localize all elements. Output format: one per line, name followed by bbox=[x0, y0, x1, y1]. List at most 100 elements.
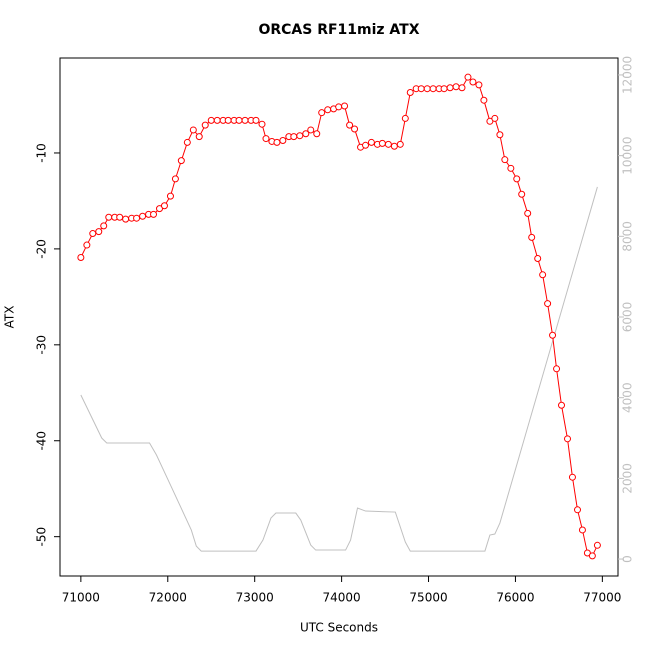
data-point bbox=[171, 175, 179, 183]
data-point bbox=[189, 126, 197, 134]
data-point bbox=[384, 140, 392, 148]
data-point bbox=[296, 132, 304, 140]
data-point bbox=[528, 233, 536, 241]
data-point bbox=[362, 141, 370, 149]
data-point bbox=[378, 139, 386, 147]
data-point bbox=[139, 212, 147, 220]
data-point bbox=[195, 133, 203, 141]
y-tick-label: -40 bbox=[35, 431, 49, 451]
y2-tick-label: 8000 bbox=[621, 221, 635, 252]
data-point bbox=[273, 138, 281, 146]
data-point bbox=[290, 133, 298, 141]
y-tick-label: -20 bbox=[35, 239, 49, 259]
x-tick-label: 74000 bbox=[323, 591, 361, 605]
data-point bbox=[150, 210, 158, 218]
data-point bbox=[518, 190, 526, 198]
x-tick-label: 72000 bbox=[149, 591, 187, 605]
data-point bbox=[578, 526, 586, 534]
data-point bbox=[588, 552, 596, 560]
data-point bbox=[213, 116, 221, 124]
data-point bbox=[396, 140, 404, 148]
data-point bbox=[367, 138, 375, 146]
data-point bbox=[406, 89, 414, 97]
data-point bbox=[568, 473, 576, 481]
x-tick-label: 73000 bbox=[236, 591, 274, 605]
data-point bbox=[341, 102, 349, 110]
data-point bbox=[446, 84, 454, 92]
data-point bbox=[100, 222, 108, 230]
y2-tick-label: 2000 bbox=[621, 463, 635, 494]
data-point bbox=[335, 103, 343, 111]
data-point bbox=[160, 202, 168, 210]
data-point bbox=[496, 131, 504, 139]
data-point bbox=[201, 121, 209, 129]
data-point bbox=[235, 116, 243, 124]
data-point bbox=[513, 175, 521, 183]
y2-tick-label: 12000 bbox=[621, 56, 635, 94]
y-tick-label: -10 bbox=[35, 143, 49, 163]
data-point bbox=[105, 213, 113, 221]
data-point bbox=[83, 241, 91, 249]
data-point bbox=[464, 73, 472, 81]
data-point bbox=[89, 230, 97, 238]
data-point bbox=[401, 114, 409, 122]
data-point bbox=[417, 85, 425, 93]
data-point bbox=[252, 116, 260, 124]
data-point bbox=[279, 136, 287, 144]
data-point bbox=[390, 142, 398, 150]
data-point bbox=[258, 120, 266, 128]
data-point bbox=[318, 109, 326, 117]
y2-tick-label: 10000 bbox=[621, 137, 635, 175]
data-point bbox=[524, 209, 532, 217]
data-point bbox=[501, 156, 509, 164]
data-point bbox=[133, 214, 141, 222]
data-point bbox=[429, 85, 437, 93]
data-point bbox=[564, 435, 572, 443]
data-point bbox=[95, 228, 103, 236]
data-point bbox=[224, 116, 232, 124]
data-point bbox=[469, 78, 477, 86]
data-point bbox=[166, 192, 174, 200]
data-point bbox=[177, 157, 185, 165]
data-point bbox=[534, 254, 542, 262]
y2-tick-label: 4000 bbox=[621, 382, 635, 413]
data-point bbox=[558, 401, 566, 409]
data-point bbox=[573, 506, 581, 514]
data-point bbox=[475, 81, 483, 89]
y-axis-label: ATX bbox=[3, 306, 17, 329]
data-point bbox=[313, 130, 321, 138]
data-point bbox=[491, 114, 499, 122]
data-point bbox=[307, 126, 315, 134]
x-tick-label: 77000 bbox=[583, 591, 621, 605]
data-point bbox=[480, 96, 488, 104]
data-point bbox=[440, 85, 448, 93]
data-point bbox=[302, 130, 310, 138]
data-point bbox=[458, 84, 466, 92]
data-point bbox=[116, 213, 124, 221]
data-point bbox=[241, 116, 249, 124]
x-tick-label: 76000 bbox=[496, 591, 534, 605]
data-point bbox=[122, 215, 130, 223]
y-tick-label: -30 bbox=[35, 335, 49, 355]
y-tick-label: -50 bbox=[35, 527, 49, 547]
data-point bbox=[324, 106, 332, 114]
x-tick-label: 75000 bbox=[409, 591, 447, 605]
data-point bbox=[77, 254, 85, 262]
x-axis-label: UTC Seconds bbox=[300, 621, 378, 635]
data-point bbox=[423, 85, 431, 93]
data-point bbox=[507, 164, 515, 172]
chart-title: ORCAS RF11miz ATX bbox=[258, 22, 419, 38]
series-line bbox=[80, 186, 598, 552]
data-point bbox=[553, 365, 561, 373]
data-point bbox=[549, 331, 557, 339]
y2-tick-label: 0 bbox=[621, 555, 635, 563]
x-tick-label: 71000 bbox=[62, 591, 100, 605]
data-point bbox=[452, 83, 460, 91]
data-point bbox=[544, 300, 552, 308]
data-point bbox=[593, 541, 601, 549]
data-point bbox=[351, 125, 359, 133]
data-point bbox=[539, 271, 547, 279]
data-point bbox=[262, 135, 270, 143]
